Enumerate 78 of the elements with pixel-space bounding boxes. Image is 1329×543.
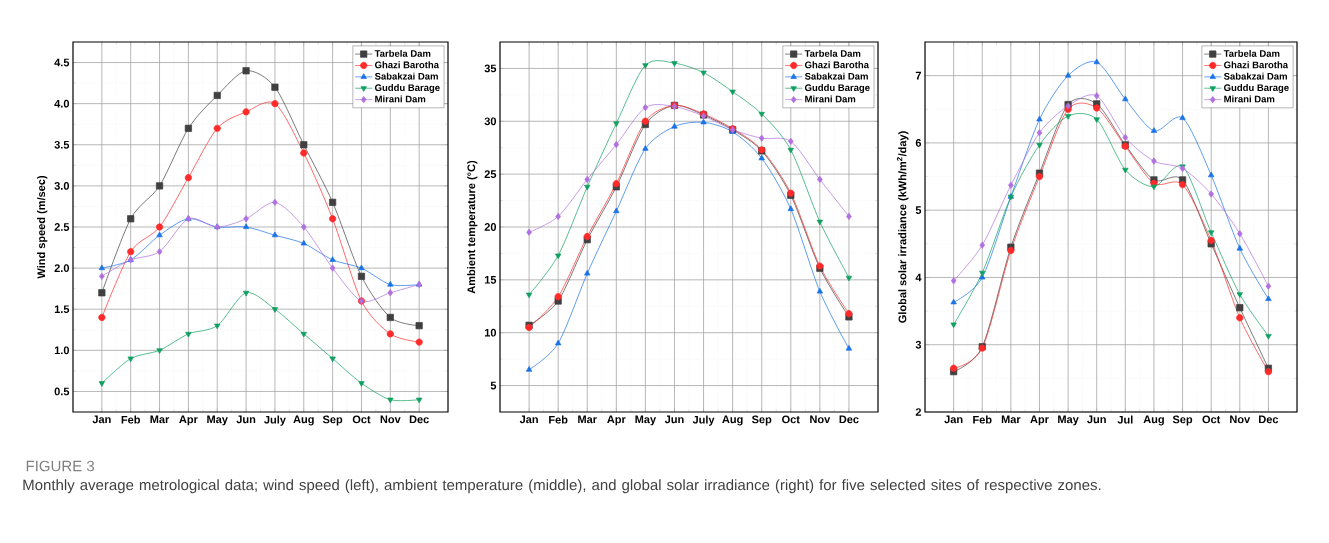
caption: FIGURE 3 [26, 460, 95, 472]
x-tick-label: Aug [293, 415, 314, 426]
y-tick-label: 5 [490, 381, 497, 390]
y-tick-label: 2.5 [54, 223, 70, 231]
y-tick-label: 35 [484, 64, 497, 73]
x-tick-label: Apr [179, 415, 198, 426]
x-tick-label: Oct [352, 415, 371, 424]
x-tick-label: Dec [839, 415, 859, 424]
legend-label: Sabakzai Dam [1223, 72, 1287, 80]
legend-label: Guddu Barage [804, 84, 870, 93]
y-tick-label: 4 [915, 273, 922, 282]
x-tick-label: Nov [380, 415, 401, 424]
x-tick-label: Jan [944, 415, 963, 424]
y-tick-label: 0.5 [54, 387, 70, 396]
x-tick-label: Jun [1087, 415, 1106, 424]
x-tick-label: Jul [1117, 415, 1133, 424]
y-tick-label: 1.5 [54, 305, 70, 314]
x-tick-label: Oct [1202, 415, 1221, 424]
y-tick-label: 10 [484, 328, 497, 337]
legend-label: Sabakzai Dam [374, 72, 438, 80]
legend-label: Guddu Barage [375, 84, 440, 93]
legend-label: Sabakzai Dam [804, 72, 868, 80]
y-tick-label: 3 [915, 340, 922, 349]
y-axis-title: Wind speed (m/sec) [37, 175, 48, 279]
legend-label: Ghazi Barotha [804, 61, 870, 69]
x-tick-label: May [1058, 415, 1079, 426]
x-tick-label: Feb [549, 415, 568, 424]
x-tick-label: Sep [1172, 415, 1193, 426]
x-tick-label: Mar [150, 415, 170, 424]
x-tick-label: May [635, 415, 657, 426]
y-tick-label: 4.0 [54, 99, 70, 108]
x-tick-label: July [692, 415, 715, 426]
y-tick-label: 3.5 [54, 140, 70, 149]
x-tick-label: Apr [1030, 415, 1049, 426]
y-tick-label: 2.0 [54, 264, 70, 272]
y-tick-label: 4.5 [54, 58, 70, 67]
legend-label: Tarbela Dam [374, 49, 431, 57]
x-tick-label: Aug [722, 415, 743, 426]
y-tick-label: 6 [915, 139, 922, 147]
x-tick-label: Dec [409, 415, 429, 424]
x-tick-label: Sep [751, 415, 772, 426]
y-tick-label: 15 [484, 276, 497, 284]
x-tick-label: Nov [810, 415, 831, 424]
x-tick-label: Nov [1230, 415, 1251, 424]
y-tick-label: 3.0 [54, 181, 70, 190]
legend-label: Mirani Dam [375, 95, 426, 103]
legend-label: Ghazi Barotha [375, 61, 440, 69]
x-tick-label: Jan [519, 415, 538, 424]
y-axis-title: Global solar irradiance (kWh/m$^{2}$/day) [896, 131, 909, 323]
y-axis-title: Ambient temperature (°C) [467, 160, 478, 294]
x-tick-label: Jun [664, 415, 684, 424]
x-tick-label: Feb [121, 415, 141, 424]
x-tick-label: Apr [607, 415, 626, 426]
legend-label: Tarbela Dam [1223, 49, 1280, 57]
x-tick-label: May [207, 415, 228, 426]
x-tick-label: Feb [973, 415, 992, 424]
legend-label: Guddu Barage [1224, 84, 1289, 93]
y-tick-label: 25 [484, 170, 497, 179]
y-tick-label: 5 [915, 206, 922, 215]
x-tick-label: Sep [322, 415, 343, 426]
x-tick-label: Jun [236, 415, 256, 424]
x-tick-label: Aug [1143, 415, 1164, 426]
y-tick-label: 7 [915, 71, 921, 80]
x-tick-label: Oct [782, 415, 800, 424]
legend-label: Mirani Dam [805, 95, 856, 103]
text: Monthly average metrological data; wind speed (left), ambient temperature (middle), and global solar irradiance (right) for five selected sites of respective zones. [23, 479, 1101, 494]
legend-label: Ghazi Barotha [1224, 61, 1289, 69]
y-tick-label: 30 [484, 117, 497, 126]
x-tick-label: Mar [1001, 415, 1021, 424]
x-tick-label: July [264, 415, 286, 426]
y-tick-label: 20 [484, 223, 497, 231]
legend-label: Mirani Dam [1224, 95, 1275, 103]
x-tick-label: Jan [92, 415, 111, 424]
legend-label: Tarbela Dam [804, 49, 861, 57]
y-tick-label: 2 [915, 408, 922, 416]
x-tick-label: Dec [1259, 415, 1279, 424]
x-tick-label: Mar [578, 415, 597, 424]
y-tick-label: 1.0 [54, 346, 70, 355]
